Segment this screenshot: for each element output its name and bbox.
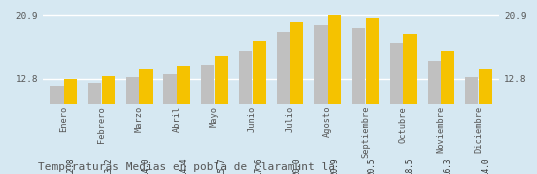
Bar [139, 69, 153, 174]
Bar [479, 69, 492, 174]
Text: 15.7: 15.7 [217, 158, 226, 174]
Bar [239, 50, 252, 174]
Text: 17.6: 17.6 [255, 158, 264, 174]
Text: 13.2: 13.2 [104, 158, 113, 174]
Text: 14.4: 14.4 [179, 158, 188, 174]
Bar [215, 56, 228, 174]
Bar [177, 66, 190, 174]
Bar [88, 83, 101, 174]
Text: 20.0: 20.0 [292, 158, 301, 174]
Text: 14.0: 14.0 [141, 158, 150, 174]
Bar [277, 32, 290, 174]
Bar [201, 65, 214, 174]
Bar [328, 15, 341, 174]
Bar [252, 41, 266, 174]
Bar [427, 61, 441, 174]
Text: 12.8: 12.8 [66, 158, 75, 174]
Bar [403, 34, 417, 174]
Bar [101, 76, 115, 174]
Text: 14.0: 14.0 [481, 158, 490, 174]
Bar [390, 44, 403, 174]
Text: 18.5: 18.5 [405, 158, 415, 174]
Text: 20.9: 20.9 [330, 158, 339, 174]
Text: 20.5: 20.5 [368, 158, 377, 174]
Bar [366, 18, 379, 174]
Text: Temperaturas Medias en pobla de claramunt la: Temperaturas Medias en pobla de claramun… [38, 162, 335, 172]
Bar [50, 86, 63, 174]
Bar [314, 25, 328, 174]
Bar [290, 22, 303, 174]
Bar [465, 77, 478, 174]
Bar [163, 74, 177, 174]
Bar [64, 79, 77, 174]
Bar [441, 51, 454, 174]
Bar [126, 77, 139, 174]
Bar [352, 28, 365, 174]
Text: 16.3: 16.3 [443, 158, 452, 174]
